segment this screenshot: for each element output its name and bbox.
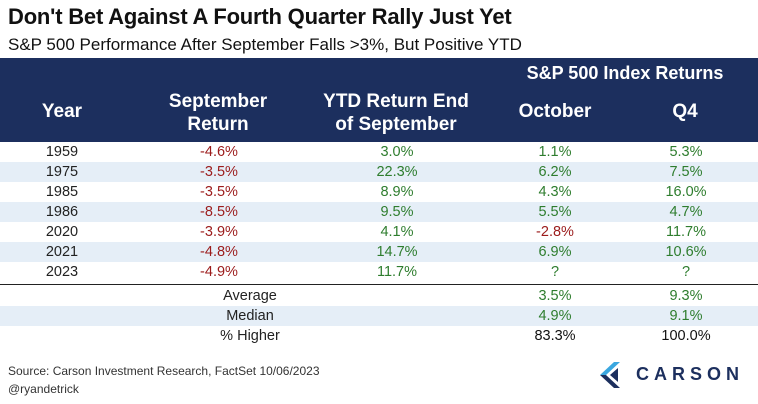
cell-year: 2021 <box>45 244 79 260</box>
header-ytd-line2: of September <box>335 114 457 135</box>
stat-label: % Higher <box>220 328 280 344</box>
header-september-line2: Return <box>187 114 249 135</box>
stat-row-median: Median 4.9% 9.1% <box>0 306 758 326</box>
header-ytd: YTD Return End of September <box>306 90 486 136</box>
cell-september: -8.5% <box>200 204 238 220</box>
cell-year: 1959 <box>45 144 79 160</box>
stat-label: Median <box>226 308 274 324</box>
author-handle: @ryandetrick <box>8 382 79 396</box>
carson-logo-text: CARSON <box>636 364 745 384</box>
header-q4: Q4 <box>672 101 698 122</box>
header-ytd-line1: YTD Return End <box>323 91 469 112</box>
source-note: Source: Carson Investment Research, Fact… <box>8 364 320 378</box>
header-october: October <box>518 101 592 122</box>
cell-year: 1985 <box>45 184 79 200</box>
cell-q4: 10.6% <box>665 244 707 260</box>
summary-divider <box>0 284 758 285</box>
stat-row-average: Average 3.5% 9.3% <box>0 286 758 306</box>
stat-row-percent-higher: % Higher 83.3% 100.0% <box>0 326 758 346</box>
cell-q4: 4.7% <box>669 204 703 220</box>
table-row: 2020 -3.9% 4.1% -2.8% 11.7% <box>0 222 758 242</box>
cell-october: 6.9% <box>538 244 572 260</box>
cell-year: 2023 <box>45 264 79 280</box>
cell-october: ? <box>550 264 560 280</box>
summary-stats: Average 3.5% 9.3% Median 4.9% 9.1% % Hig… <box>0 286 758 346</box>
cell-year: 1986 <box>45 204 79 220</box>
cell-september: -3.5% <box>200 184 238 200</box>
cell-ytd: 8.9% <box>380 184 414 200</box>
cell-year: 2020 <box>45 224 79 240</box>
cell-ytd: 22.3% <box>376 164 418 180</box>
cell-ytd: 14.7% <box>376 244 418 260</box>
cell-ytd: 4.1% <box>380 224 414 240</box>
table-row: 2021 -4.8% 14.7% 6.9% 10.6% <box>0 242 758 262</box>
cell-september: -3.9% <box>200 224 238 240</box>
cell-ytd: 3.0% <box>380 144 414 160</box>
stat-october: 4.9% <box>538 308 572 324</box>
cell-september: -4.8% <box>200 244 238 260</box>
cell-october: 1.1% <box>538 144 572 160</box>
cell-q4: 7.5% <box>669 164 703 180</box>
table-row: 2023 -4.9% 11.7% ? ? <box>0 262 758 282</box>
header-september: September Return <box>148 90 288 136</box>
page-subtitle: S&P 500 Performance After September Fall… <box>8 35 522 54</box>
table-row: 1959 -4.6% 3.0% 1.1% 5.3% <box>0 142 758 162</box>
table-body: 1959 -4.6% 3.0% 1.1% 5.3% 1975 -3.5% 22.… <box>0 142 758 282</box>
cell-october: 4.3% <box>538 184 572 200</box>
cell-q4: ? <box>681 264 691 280</box>
header-group-label: S&P 500 Index Returns <box>526 63 724 83</box>
header-september-line1: September <box>168 91 268 112</box>
stat-q4: 100.0% <box>661 328 711 344</box>
cell-q4: 5.3% <box>669 144 703 160</box>
header-year: Year <box>41 101 83 122</box>
cell-q4: 11.7% <box>665 224 707 240</box>
cell-september: -3.5% <box>200 164 238 180</box>
stat-q4: 9.3% <box>669 288 703 304</box>
cell-october: 5.5% <box>538 204 572 220</box>
table-row: 1975 -3.5% 22.3% 6.2% 7.5% <box>0 162 758 182</box>
stat-october: 3.5% <box>538 288 572 304</box>
stat-october: 83.3% <box>534 328 576 344</box>
cell-q4: 16.0% <box>665 184 707 200</box>
cell-october: -2.8% <box>536 224 574 240</box>
cell-ytd: 9.5% <box>380 204 414 220</box>
page-title: Don't Bet Against A Fourth Quarter Rally… <box>8 4 512 29</box>
cell-year: 1975 <box>45 164 79 180</box>
cell-ytd: 11.7% <box>376 264 418 280</box>
stat-q4: 9.1% <box>669 308 703 324</box>
carson-logo-icon <box>600 362 620 388</box>
stat-label: Average <box>223 288 277 304</box>
cell-september: -4.6% <box>200 144 238 160</box>
table-row: 1985 -3.5% 8.9% 4.3% 16.0% <box>0 182 758 202</box>
table-header: S&P 500 Index Returns Year September Ret… <box>0 58 758 142</box>
cell-september: -4.9% <box>200 264 238 280</box>
table-row: 1986 -8.5% 9.5% 5.5% 4.7% <box>0 202 758 222</box>
cell-october: 6.2% <box>538 164 572 180</box>
